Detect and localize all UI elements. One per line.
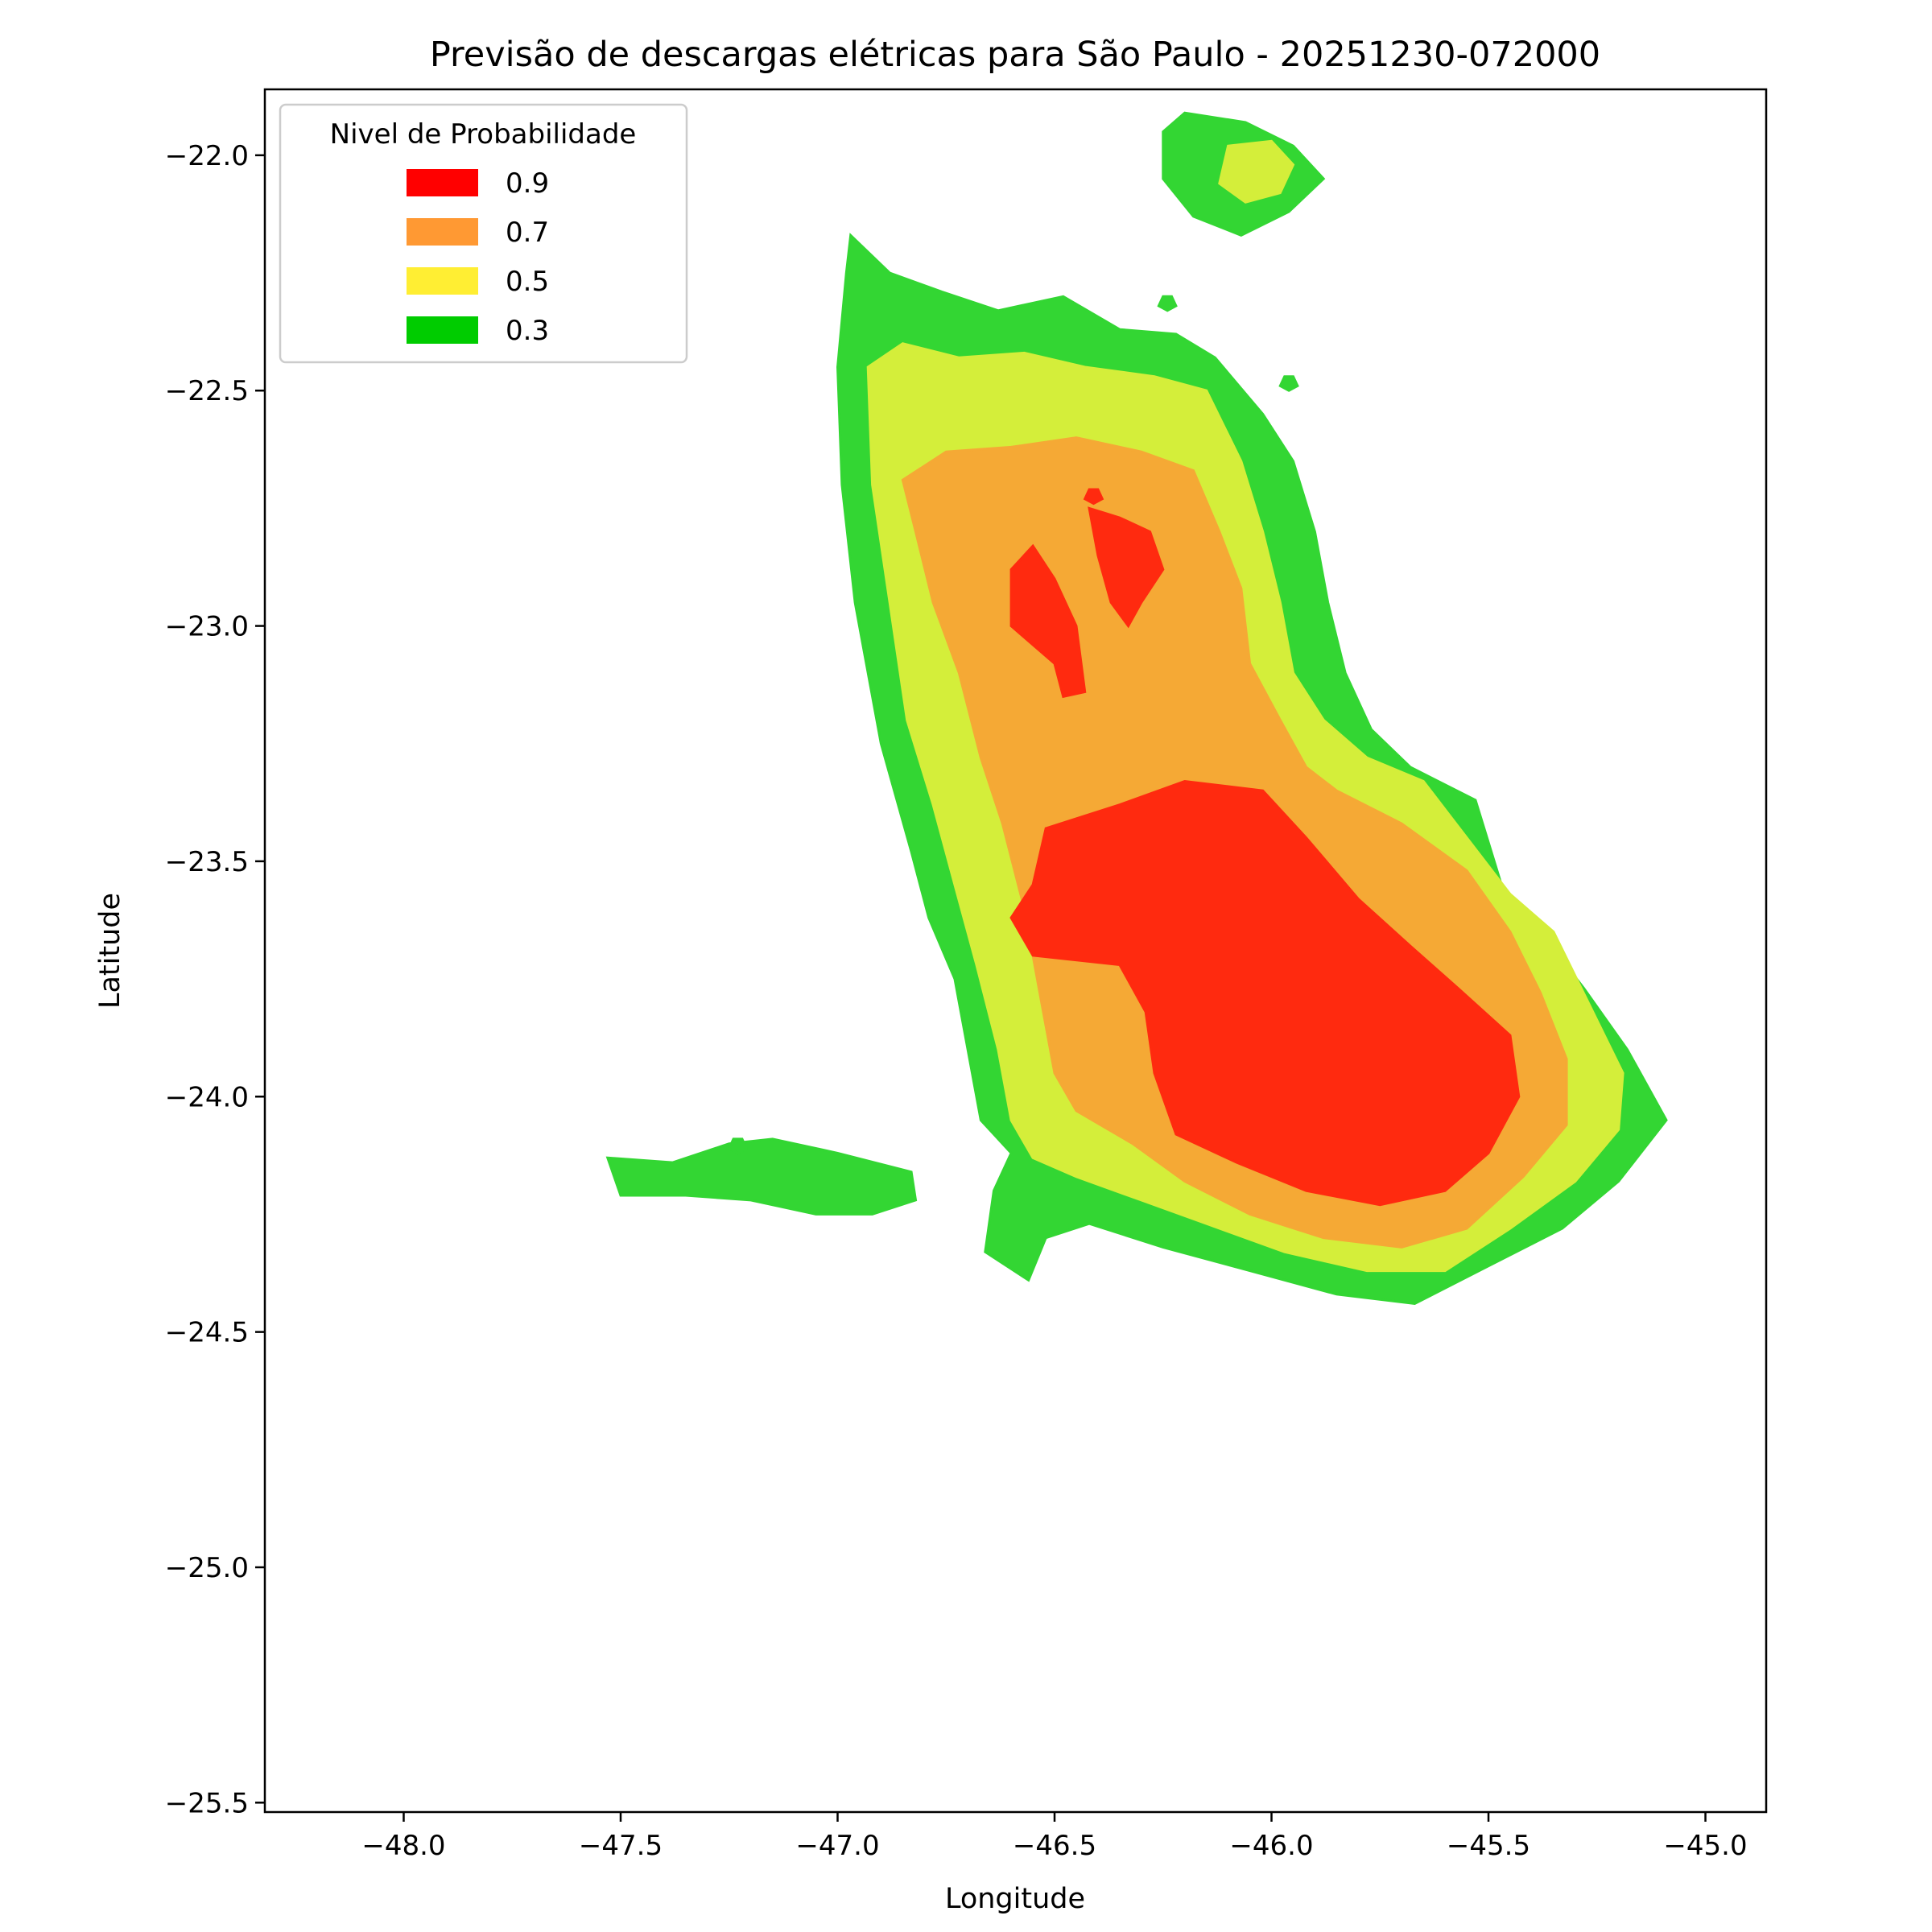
y-tick-label: −25.5 (165, 1787, 249, 1819)
y-tick-label: −22.5 (165, 375, 249, 407)
contour-region-0-9-north-blob (1009, 543, 1087, 699)
x-tick-label: −47.5 (579, 1830, 663, 1862)
y-tick-label: −23.5 (165, 846, 249, 878)
chart-title: Previsão de descargas elétricas para São… (430, 35, 1600, 75)
y-tick-label: −25.0 (165, 1552, 249, 1584)
contour-region-0-3-dot-2 (1278, 375, 1299, 392)
contour-fills (605, 111, 1668, 1306)
legend-frame (279, 103, 688, 364)
x-tick-label: −46.0 (1229, 1830, 1313, 1862)
legend-swatch-0-7 (407, 218, 478, 246)
x-tick-label: −45.5 (1447, 1830, 1530, 1862)
legend-label-0-3: 0.3 (506, 315, 549, 347)
contour-region-0-5-north-isle (1218, 139, 1295, 204)
contour-region-0-9-ne-blob (1088, 506, 1165, 629)
x-tick-label: −47.0 (795, 1830, 879, 1862)
legend-swatch-0-5 (407, 267, 478, 295)
y-axis-ticks: −22.0 −22.5 −23.0 −23.5 −24.0 −24.5 −25.0 −25.5 (165, 140, 265, 1819)
legend-label-0-5: 0.5 (506, 266, 549, 298)
y-tick-label: −24.5 (165, 1317, 249, 1349)
x-axis-label: Longitude (945, 1883, 1085, 1915)
x-tick-label: −48.0 (361, 1830, 445, 1862)
contour-region-0-3-dot-3 (727, 1137, 749, 1155)
x-tick-label: −46.5 (1013, 1830, 1096, 1862)
x-tick-label: −45.0 (1663, 1830, 1747, 1862)
legend: Nivel de Probabilidade 0.9 0.7 0.5 0.3 (279, 103, 688, 364)
y-axis-label: Latitude (94, 893, 126, 1009)
legend-label-0-9: 0.9 (506, 167, 549, 200)
y-tick-label: −24.0 (165, 1081, 249, 1113)
y-tick-label: −23.0 (165, 611, 249, 643)
y-tick-label: −22.0 (165, 140, 249, 172)
legend-swatch-0-9 (407, 169, 478, 196)
plot-frame (263, 88, 1768, 1814)
legend-swatch-0-3 (407, 316, 478, 344)
contour-region-0-3-west-strip (605, 1137, 918, 1216)
contour-region-0-3-dot-1 (1157, 295, 1178, 312)
legend-label-0-7: 0.7 (506, 217, 549, 249)
contour-region-0-9-dot (1083, 488, 1104, 506)
x-axis-ticks: −48.0 −47.5 −47.0 −46.5 −46.0 −45.5 −45.0 (361, 1812, 1748, 1862)
legend-title: Nivel de Probabilidade (330, 118, 637, 151)
contour-region-0-9-main (1009, 779, 1521, 1207)
